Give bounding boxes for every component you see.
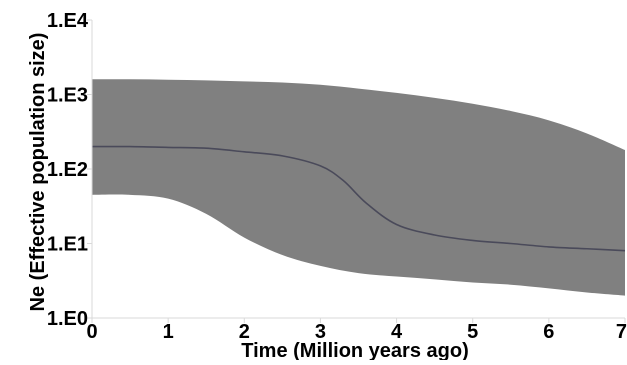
x-tick-label: 0 xyxy=(86,321,97,343)
x-tick-label: 5 xyxy=(467,321,478,343)
tick-labels: 1.E0 1.E1 1.E2 1.E3 1.E4 0 1 2 3 4 5 6 7 xyxy=(47,10,627,343)
y-tick-label: 1.E3 xyxy=(47,85,88,107)
axes xyxy=(87,19,626,323)
y-tick-label: 1.E4 xyxy=(47,10,89,32)
y-tick-label: 1.E0 xyxy=(47,308,88,330)
y-tick-label: 1.E2 xyxy=(47,159,88,181)
y-axis-label: Ne (Effective population size) xyxy=(27,33,49,312)
y-tick-label: 1.E1 xyxy=(47,234,88,256)
credible-interval-band xyxy=(92,79,625,296)
x-tick-label: 6 xyxy=(543,321,554,343)
x-tick-label: 7 xyxy=(616,321,627,343)
x-axis-label: Time (Million years ago) xyxy=(241,340,468,360)
x-tick-label: 2 xyxy=(239,321,250,343)
x-tick-label: 4 xyxy=(391,321,403,343)
median-line xyxy=(91,145,626,252)
x-tick-label: 3 xyxy=(315,321,326,343)
x-tick-label: 1 xyxy=(163,321,174,343)
plot-area xyxy=(91,79,626,296)
